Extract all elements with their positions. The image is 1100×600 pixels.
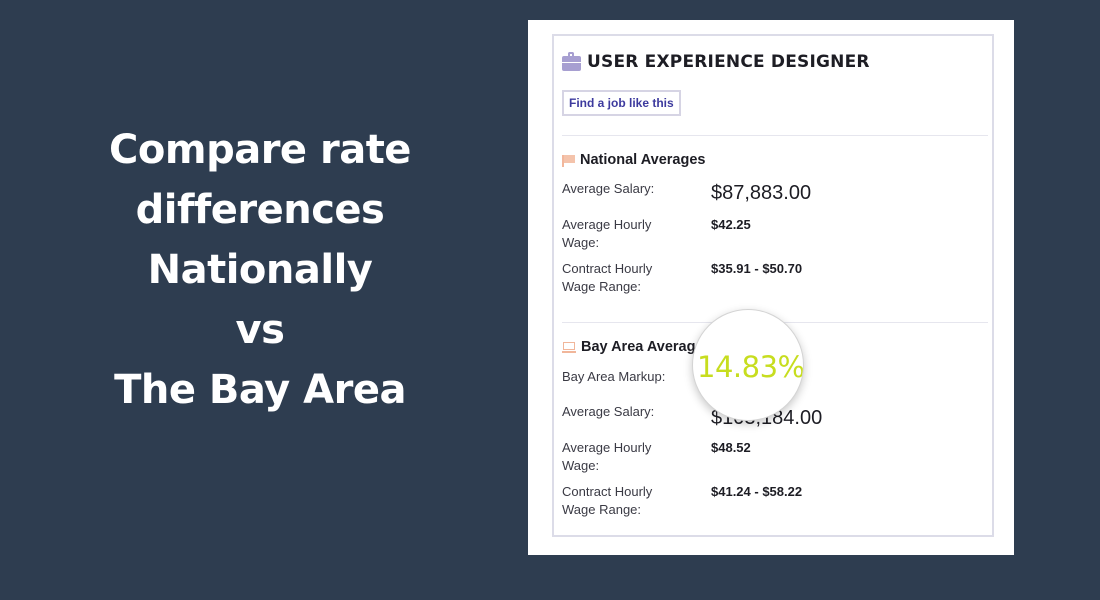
label-line: Contract Hourly [562,261,653,276]
headline-line: Nationally [147,247,373,293]
section-title: National Averages [580,152,706,168]
national-averages-heading: National Averages [562,152,705,168]
divider [562,135,988,136]
label-line: Wage Range: [562,279,642,294]
bay-area-averages-heading: Bay Area Averages [562,339,712,355]
contract-hourly-wage-range-label: Contract Hourly Wage Range: [562,483,702,519]
average-hourly-wage-label: Average Hourly Wage: [562,439,702,475]
bay-area-markup-label: Bay Area Markup: [562,369,666,384]
section-title: Bay Area Averages [581,339,712,355]
label-line: Average Hourly [562,440,652,455]
job-header: USER EXPERIENCE DESIGNER [562,51,870,72]
national-contract-range-value: $35.91 - $50.70 [711,261,803,276]
bay-area-contract-range-value: $41.24 - $58.22 [711,484,803,499]
label-line: Wage Range: [562,502,642,517]
briefcase-icon [562,51,581,71]
contract-hourly-wage-range-label: Contract Hourly Wage Range: [562,260,702,296]
magnifier-callout: 14.83% [692,309,804,421]
average-salary-label: Average Salary: [562,404,655,419]
job-title: USER EXPERIENCE DESIGNER [587,52,870,72]
salary-card-screenshot: USER EXPERIENCE DESIGNER Find a job like… [528,20,1014,555]
headline-line: Compare rate [109,127,411,173]
national-average-salary-value: $87,883.00 [711,182,812,204]
headline-line: differences [135,187,385,233]
flag-icon [562,155,575,167]
label-line: Average Hourly [562,217,652,232]
bay-area-markup-value: 14.83% [697,350,804,384]
label-line: Contract Hourly [562,484,653,499]
national-average-hourly-value: $42.25 [711,217,751,232]
label-line: Wage: [562,235,600,250]
headline-line: The Bay Area [114,367,406,413]
label-line: Wage: [562,458,600,473]
headline-line: vs [235,307,285,353]
average-hourly-wage-label: Average Hourly Wage: [562,216,702,252]
average-salary-label: Average Salary: [562,181,655,196]
headline: Compare rate differences Nationally vs T… [40,120,480,420]
salary-card: USER EXPERIENCE DESIGNER Find a job like… [552,34,994,537]
find-job-button[interactable]: Find a job like this [562,90,681,116]
bay-area-average-hourly-value: $48.52 [711,440,751,455]
laptop-icon [562,341,576,353]
